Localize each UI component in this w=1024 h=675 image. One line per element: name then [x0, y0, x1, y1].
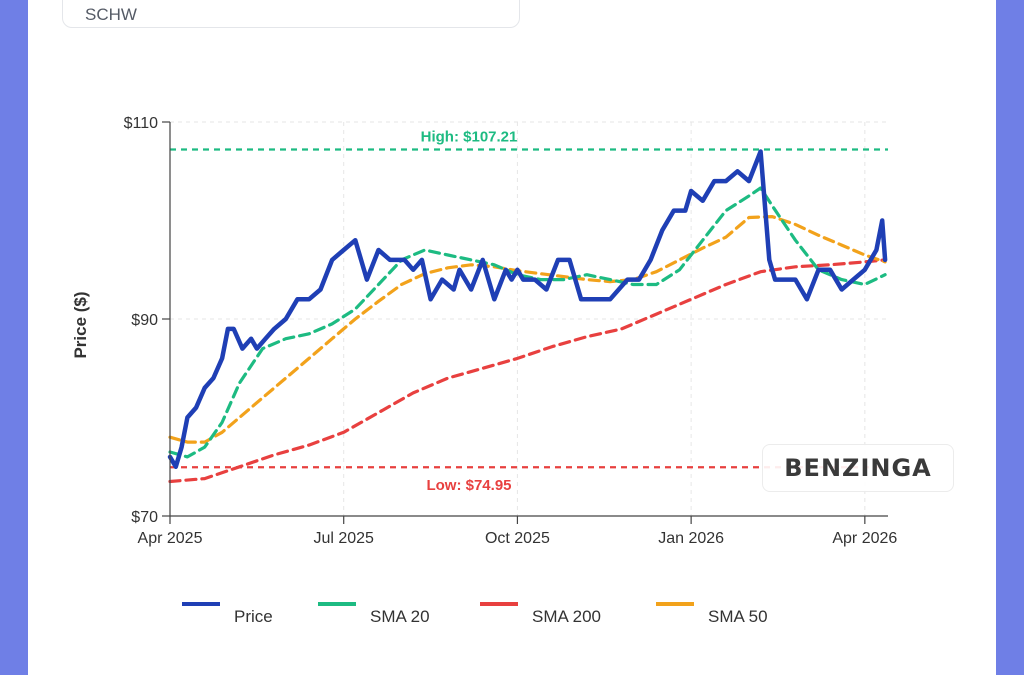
x-tick-label: Jan 2026	[658, 530, 724, 547]
legend: Price SMA 20 SMA 200 SMA 50	[182, 602, 768, 626]
y-tick-label: $90	[131, 312, 158, 329]
y-axis-title: Price ($)	[71, 291, 90, 358]
series-line-price	[167, 149, 888, 470]
series-line-sma-20	[168, 186, 887, 459]
watermark-text: BENZINGA	[784, 454, 932, 482]
series-line-sma-200	[168, 258, 887, 484]
chart-panel	[28, 0, 996, 675]
y-tick-label: $70	[131, 509, 158, 526]
low-label: Low: $74.95	[426, 477, 511, 494]
x-tick-label: Jul 2025	[313, 530, 374, 547]
x-tick-label: Apr 2026	[832, 530, 897, 547]
benzinga-watermark: BENZINGA	[762, 444, 954, 492]
legend-label: SMA 200	[532, 607, 601, 626]
x-tick-label: Apr 2025	[138, 530, 203, 547]
ticker-symbol: SCHW	[85, 5, 137, 24]
legend-label: SMA 50	[708, 607, 768, 626]
high-label: High: $107.21	[421, 128, 518, 145]
y-tick-label: $110	[124, 115, 159, 132]
legend-label: Price	[234, 607, 273, 626]
series-line-sma-50	[168, 215, 887, 444]
legend-label: SMA 20	[370, 607, 430, 626]
x-tick-label: Oct 2025	[485, 530, 550, 547]
axes: $70 $90 $110 Apr 2025 Jul 2025 Oct 2025 Jan 20…	[124, 115, 898, 547]
reference-lines: High: $107.21 Low: $74.95	[170, 128, 888, 494]
series-lines	[167, 149, 888, 484]
ticker-input[interactable]: SCHW	[62, 0, 520, 28]
